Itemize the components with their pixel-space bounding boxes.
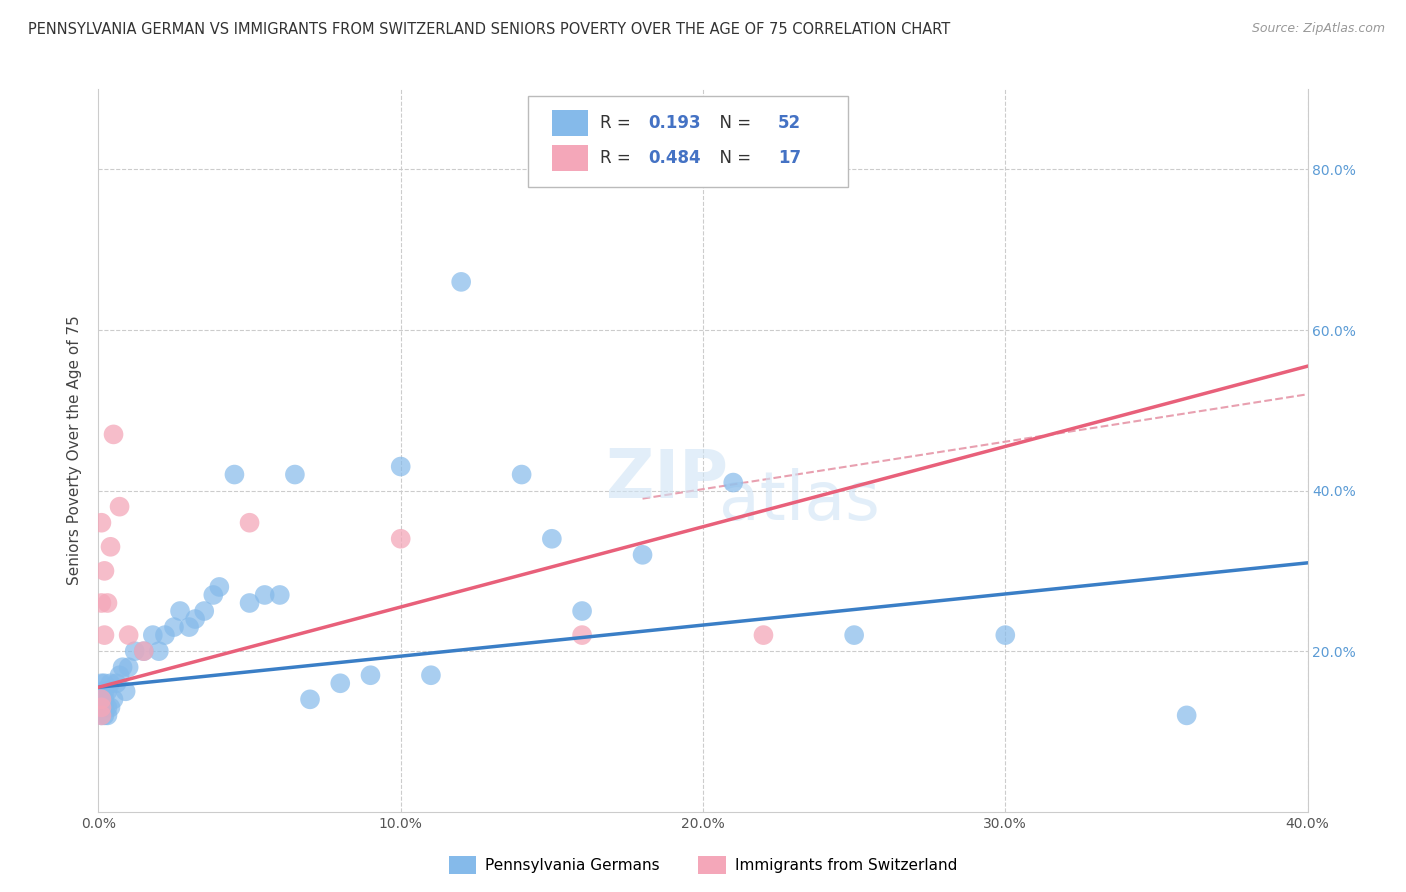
Point: [90, 700, 112, 714]
Point: [202, 588, 225, 602]
Point: [96, 684, 118, 698]
Bar: [551, 110, 588, 136]
Point: [96, 596, 118, 610]
Point: [100, 676, 122, 690]
Point: [93, 692, 115, 706]
Text: 0.484: 0.484: [648, 149, 702, 167]
Text: 0.193: 0.193: [648, 114, 702, 132]
Point: [93, 628, 115, 642]
Point: [224, 467, 246, 482]
Point: [510, 467, 533, 482]
Y-axis label: Seniors Poverty Over the Age of 75: Seniors Poverty Over the Age of 75: [67, 316, 83, 585]
Point: [269, 588, 291, 602]
Text: 52: 52: [778, 114, 801, 132]
Text: atlas: atlas: [720, 468, 880, 534]
Point: [90, 596, 112, 610]
Point: [96, 708, 118, 723]
Point: [153, 628, 176, 642]
Point: [193, 604, 215, 618]
Point: [208, 580, 231, 594]
Point: [90, 692, 112, 706]
Point: [389, 532, 412, 546]
Point: [108, 500, 131, 514]
Point: [420, 668, 443, 682]
Point: [93, 684, 115, 698]
Point: [239, 596, 262, 610]
Point: [571, 628, 593, 642]
Point: [299, 692, 322, 706]
Point: [179, 620, 201, 634]
Point: [142, 628, 165, 642]
Point: [163, 620, 186, 634]
Point: [114, 684, 136, 698]
Point: [360, 668, 382, 682]
Point: [329, 676, 352, 690]
Point: [100, 700, 122, 714]
Point: [103, 427, 125, 442]
Point: [994, 628, 1017, 642]
Point: [103, 692, 125, 706]
Point: [100, 540, 122, 554]
Text: R =: R =: [600, 149, 637, 167]
Point: [90, 516, 112, 530]
Point: [118, 628, 141, 642]
Point: [148, 644, 170, 658]
Point: [93, 564, 115, 578]
Point: [169, 604, 191, 618]
Point: [93, 676, 115, 690]
Point: [253, 588, 276, 602]
Bar: [551, 145, 588, 171]
Point: [118, 660, 141, 674]
Point: [90, 676, 112, 690]
Point: [540, 532, 562, 546]
Text: PENNSYLVANIA GERMAN VS IMMIGRANTS FROM SWITZERLAND SENIORS POVERTY OVER THE AGE : PENNSYLVANIA GERMAN VS IMMIGRANTS FROM S…: [28, 22, 950, 37]
Point: [108, 668, 131, 682]
Text: 17: 17: [778, 149, 801, 167]
Text: Source: ZipAtlas.com: Source: ZipAtlas.com: [1251, 22, 1385, 36]
Point: [631, 548, 654, 562]
Point: [844, 628, 866, 642]
Point: [752, 628, 775, 642]
Point: [132, 644, 155, 658]
Point: [1175, 708, 1198, 723]
Point: [111, 660, 134, 674]
Point: [90, 708, 112, 723]
Point: [571, 604, 593, 618]
Point: [124, 644, 146, 658]
Point: [90, 700, 112, 714]
Point: [96, 700, 118, 714]
Point: [389, 459, 412, 474]
Text: R =: R =: [600, 114, 637, 132]
Point: [284, 467, 307, 482]
Point: [132, 644, 155, 658]
Point: [93, 708, 115, 723]
FancyBboxPatch shape: [527, 96, 848, 186]
Point: [90, 708, 112, 723]
Point: [450, 275, 472, 289]
Point: [723, 475, 745, 490]
Point: [93, 700, 115, 714]
Point: [90, 692, 112, 706]
Text: N =: N =: [709, 114, 756, 132]
Text: ZIP: ZIP: [606, 446, 728, 512]
Point: [105, 676, 128, 690]
Point: [239, 516, 262, 530]
Text: N =: N =: [709, 149, 756, 167]
Point: [184, 612, 207, 626]
Legend: Pennsylvania Germans, Immigrants from Switzerland: Pennsylvania Germans, Immigrants from Sw…: [443, 850, 963, 880]
Point: [90, 684, 112, 698]
